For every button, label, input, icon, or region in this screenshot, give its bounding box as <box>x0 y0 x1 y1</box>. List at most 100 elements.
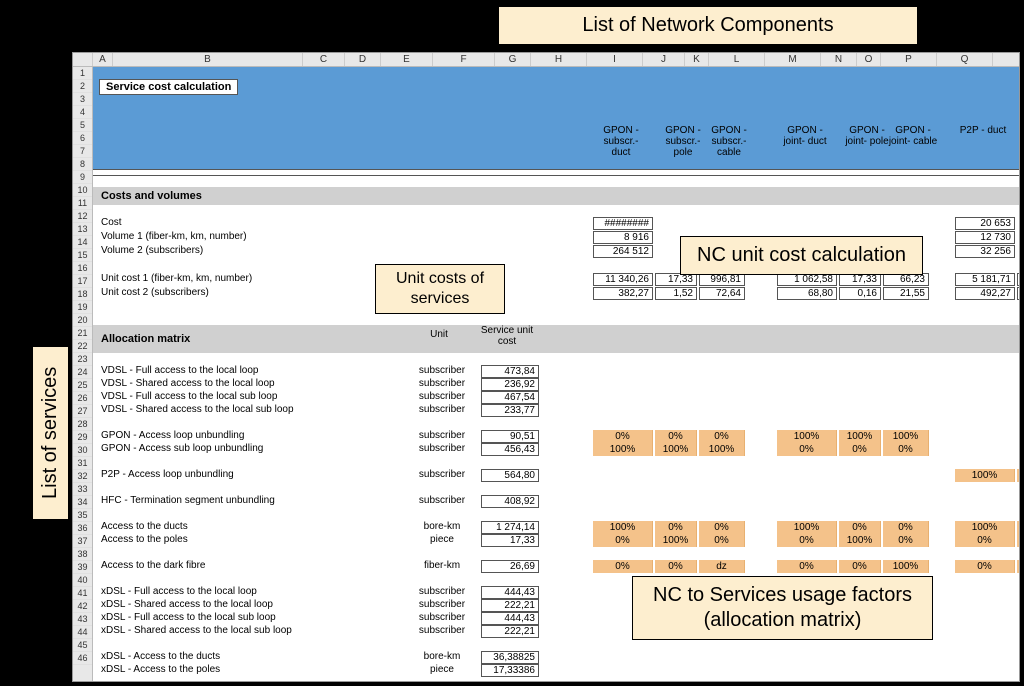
alloc-pct[interactable]: 100% <box>777 521 837 534</box>
alloc-pct[interactable]: dz <box>699 560 745 573</box>
row-header[interactable]: 3 <box>73 93 92 106</box>
col-header[interactable]: M <box>765 53 821 66</box>
cell-value[interactable]: 20 653 <box>955 217 1015 230</box>
row-header[interactable]: 36 <box>73 522 92 535</box>
service-cost[interactable]: 222,21 <box>481 599 539 612</box>
alloc-pct[interactable]: 100% <box>593 521 653 534</box>
service-cost[interactable]: 456,43 <box>481 443 539 456</box>
col-header[interactable]: K <box>685 53 709 66</box>
alloc-pct[interactable]: 100% <box>955 469 1015 482</box>
service-cost[interactable]: 408,92 <box>481 495 539 508</box>
row-header[interactable]: 6 <box>73 132 92 145</box>
row-header[interactable]: 24 <box>73 366 92 379</box>
alloc-pct[interactable]: 0% <box>593 560 653 573</box>
alloc-pct[interactable]: 0% <box>655 521 697 534</box>
row-header[interactable]: 14 <box>73 236 92 249</box>
cell-value[interactable]: 12 730 <box>955 231 1015 244</box>
cell-value[interactable]: 1,52 <box>655 287 697 300</box>
row-header[interactable]: 43 <box>73 613 92 626</box>
cell-value[interactable]: 68,80 <box>777 287 837 300</box>
row-header[interactable]: 7 <box>73 145 92 158</box>
row-header[interactable]: 8 <box>73 158 92 171</box>
service-cost[interactable]: 222,21 <box>481 625 539 638</box>
alloc-pct[interactable]: 0% <box>699 521 745 534</box>
alloc-pct[interactable]: 100% <box>839 430 881 443</box>
row-header[interactable]: 19 <box>73 301 92 314</box>
row-header[interactable]: 37 <box>73 535 92 548</box>
col-header[interactable]: A <box>93 53 113 66</box>
alloc-pct[interactable]: 0% <box>883 443 929 456</box>
col-header[interactable]: C <box>303 53 345 66</box>
row-header[interactable]: 11 <box>73 197 92 210</box>
row-header[interactable]: 30 <box>73 444 92 457</box>
row-header[interactable]: 22 <box>73 340 92 353</box>
service-cost[interactable]: 467,54 <box>481 391 539 404</box>
alloc-pct[interactable]: 100% <box>699 443 745 456</box>
alloc-pct[interactable]: 100% <box>883 560 929 573</box>
alloc-pct[interactable]: 0% <box>883 534 929 547</box>
alloc-pct[interactable]: 100% <box>655 534 697 547</box>
alloc-pct[interactable]: 100% <box>955 521 1015 534</box>
row-header[interactable]: 17 <box>73 275 92 288</box>
alloc-pct[interactable]: 0% <box>955 560 1015 573</box>
service-cost[interactable]: 233,77 <box>481 404 539 417</box>
row-header[interactable]: 41 <box>73 587 92 600</box>
row-header[interactable]: 38 <box>73 548 92 561</box>
row-header[interactable]: 1 <box>73 67 92 80</box>
col-header[interactable]: P <box>881 53 937 66</box>
alloc-pct[interactable]: 0% <box>955 534 1015 547</box>
cell-value[interactable]: ######## <box>593 217 653 230</box>
row-header[interactable]: 29 <box>73 431 92 444</box>
row-header[interactable]: 2 <box>73 80 92 93</box>
service-cost[interactable]: 17,33386 <box>481 664 539 677</box>
col-header[interactable]: H <box>531 53 587 66</box>
alloc-pct[interactable]: 100% <box>839 534 881 547</box>
alloc-pct[interactable]: 0% <box>1017 521 1020 534</box>
row-header[interactable]: 23 <box>73 353 92 366</box>
row-header[interactable]: 27 <box>73 405 92 418</box>
row-header[interactable]: 45 <box>73 639 92 652</box>
alloc-pct[interactable]: 0% <box>777 443 837 456</box>
alloc-pct[interactable]: 0% <box>777 560 837 573</box>
row-header[interactable]: 31 <box>73 457 92 470</box>
cell-value[interactable]: 264 512 <box>593 245 653 258</box>
alloc-pct[interactable]: 100% <box>883 430 929 443</box>
cell-value[interactable]: 17,33 <box>1017 273 1020 286</box>
col-header[interactable]: J <box>643 53 685 66</box>
row-header[interactable]: 44 <box>73 626 92 639</box>
col-header[interactable]: B <box>113 53 303 66</box>
row-header[interactable]: 33 <box>73 483 92 496</box>
row-header[interactable]: 20 <box>73 314 92 327</box>
row-header[interactable]: 46 <box>73 652 92 665</box>
service-cost[interactable]: 17,33 <box>481 534 539 547</box>
cell-value[interactable]: 32 256 <box>955 245 1015 258</box>
col-header[interactable]: E <box>381 53 433 66</box>
alloc-pct[interactable]: 0% <box>593 430 653 443</box>
row-header[interactable]: 12 <box>73 210 92 223</box>
service-cost[interactable]: 564,80 <box>481 469 539 482</box>
cell-value[interactable]: 21,55 <box>883 287 929 300</box>
row-header[interactable]: 5 <box>73 119 92 132</box>
alloc-pct[interactable]: 0% <box>839 560 881 573</box>
row-header[interactable]: 39 <box>73 561 92 574</box>
service-cost[interactable]: 444,43 <box>481 586 539 599</box>
service-cost[interactable]: 90,51 <box>481 430 539 443</box>
alloc-pct[interactable]: 0% <box>699 430 745 443</box>
cell-value[interactable]: 5 181,71 <box>955 273 1015 286</box>
alloc-pct[interactable]: 0% <box>883 521 929 534</box>
service-cost[interactable]: 236,92 <box>481 378 539 391</box>
alloc-pct[interactable]: 0% <box>593 534 653 547</box>
col-header[interactable]: G <box>495 53 531 66</box>
alloc-pct[interactable]: 0% <box>655 430 697 443</box>
cell-value[interactable]: 382,27 <box>593 287 653 300</box>
col-header[interactable]: O <box>857 53 881 66</box>
row-header[interactable]: 10 <box>73 184 92 197</box>
row-header[interactable]: 35 <box>73 509 92 522</box>
cell-value[interactable]: 11 340,26 <box>593 273 653 286</box>
cell-value[interactable]: 8 916 <box>593 231 653 244</box>
cell-value[interactable]: 72,64 <box>699 287 745 300</box>
row-header[interactable]: 4 <box>73 106 92 119</box>
alloc-pct[interactable]: 0% <box>699 534 745 547</box>
service-cost[interactable]: 444,43 <box>481 612 539 625</box>
row-header[interactable]: 26 <box>73 392 92 405</box>
